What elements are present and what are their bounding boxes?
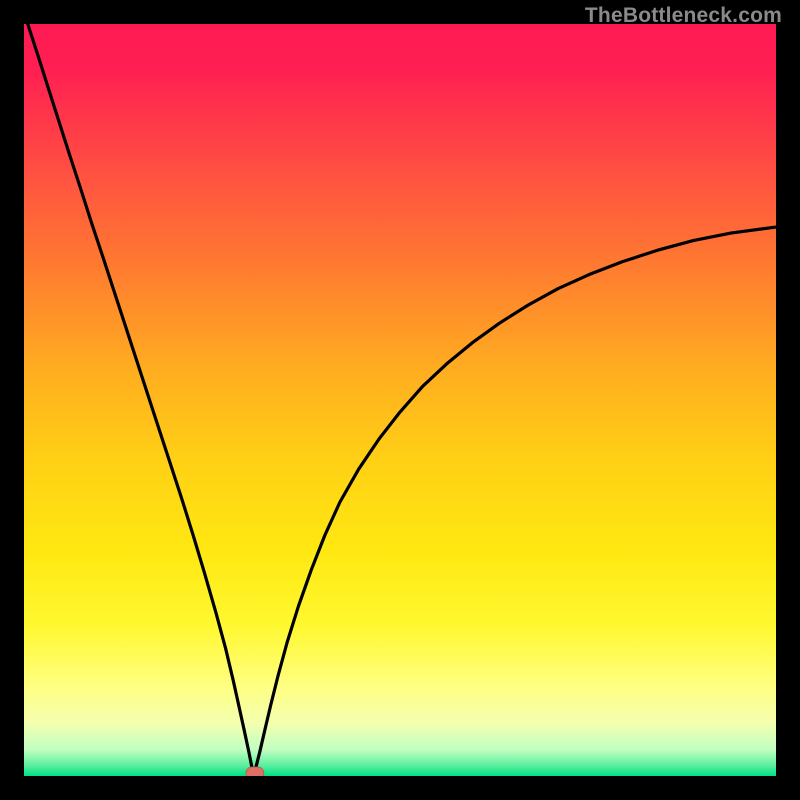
gradient-background xyxy=(24,24,776,776)
watermark-text: TheBottleneck.com xyxy=(585,4,782,28)
plot-area xyxy=(24,24,776,776)
chart-frame: TheBottleneck.com xyxy=(0,0,800,800)
optimum-marker xyxy=(246,767,264,776)
gradient-chart-svg xyxy=(24,24,776,776)
